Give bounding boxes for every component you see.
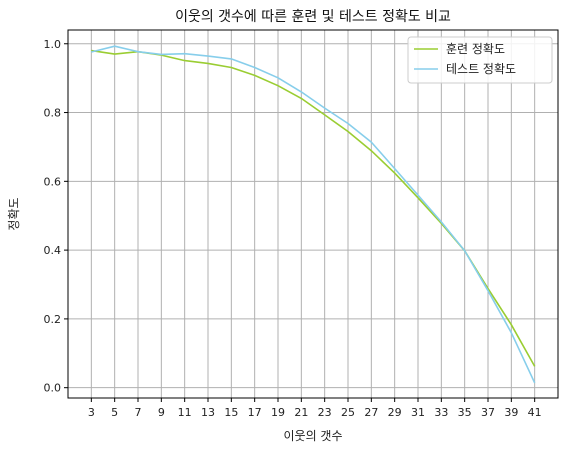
- x-tick-label: 3: [88, 406, 95, 419]
- series-lines: [91, 45, 536, 384]
- x-tick-label: 33: [434, 406, 448, 419]
- x-tick-label: 7: [135, 406, 142, 419]
- y-tick-label: 1.0: [44, 38, 62, 51]
- y-tick-label: 0.6: [44, 175, 62, 188]
- x-tick-label: 17: [248, 406, 262, 419]
- chart-title: 이웃의 갯수에 따른 훈련 및 테스트 정확도 비교: [175, 9, 451, 25]
- x-tick-label: 37: [481, 406, 495, 419]
- plot-frame: [67, 29, 559, 399]
- legend-label: 테스트 정확도: [446, 62, 516, 76]
- x-tick-label: 15: [224, 406, 238, 419]
- legend-box: [407, 36, 553, 84]
- x-tick-label: 31: [411, 406, 425, 419]
- x-axis-label: 이웃의 갯수: [283, 429, 342, 443]
- y-axis-label: 정확도: [7, 197, 21, 230]
- x-tick-label: 27: [364, 406, 378, 419]
- x-tick-label: 41: [528, 406, 542, 419]
- y-tick-label: 0.2: [44, 313, 62, 326]
- x-tick-label: 13: [201, 406, 215, 419]
- x-axis: 3 5 7 9 11 13 15 17 19 21 23 25 27 29 31 33 35 37 39 41: [88, 398, 542, 419]
- series-line-1: [91, 45, 536, 384]
- y-axis: 0.0 0.2 0.4 0.6 0.8 1.0: [44, 38, 68, 395]
- x-tick-label: 39: [504, 406, 518, 419]
- x-tick-label: 23: [318, 406, 332, 419]
- x-tick-label: 19: [271, 406, 285, 419]
- legend-label: 훈련 정확도: [446, 42, 505, 56]
- x-tick-label: 5: [111, 406, 118, 419]
- x-tick-label: 9: [158, 406, 165, 419]
- x-tick-label: 25: [341, 406, 355, 419]
- x-tick-label: 29: [388, 406, 402, 419]
- x-tick-label: 21: [294, 406, 308, 419]
- y-tick-label: 0.4: [44, 244, 62, 257]
- x-tick-label: 35: [458, 406, 472, 419]
- y-tick-label: 0.0: [44, 382, 62, 395]
- grid: [68, 30, 558, 398]
- y-tick-label: 0.8: [44, 107, 62, 120]
- x-tick-label: 11: [178, 406, 192, 419]
